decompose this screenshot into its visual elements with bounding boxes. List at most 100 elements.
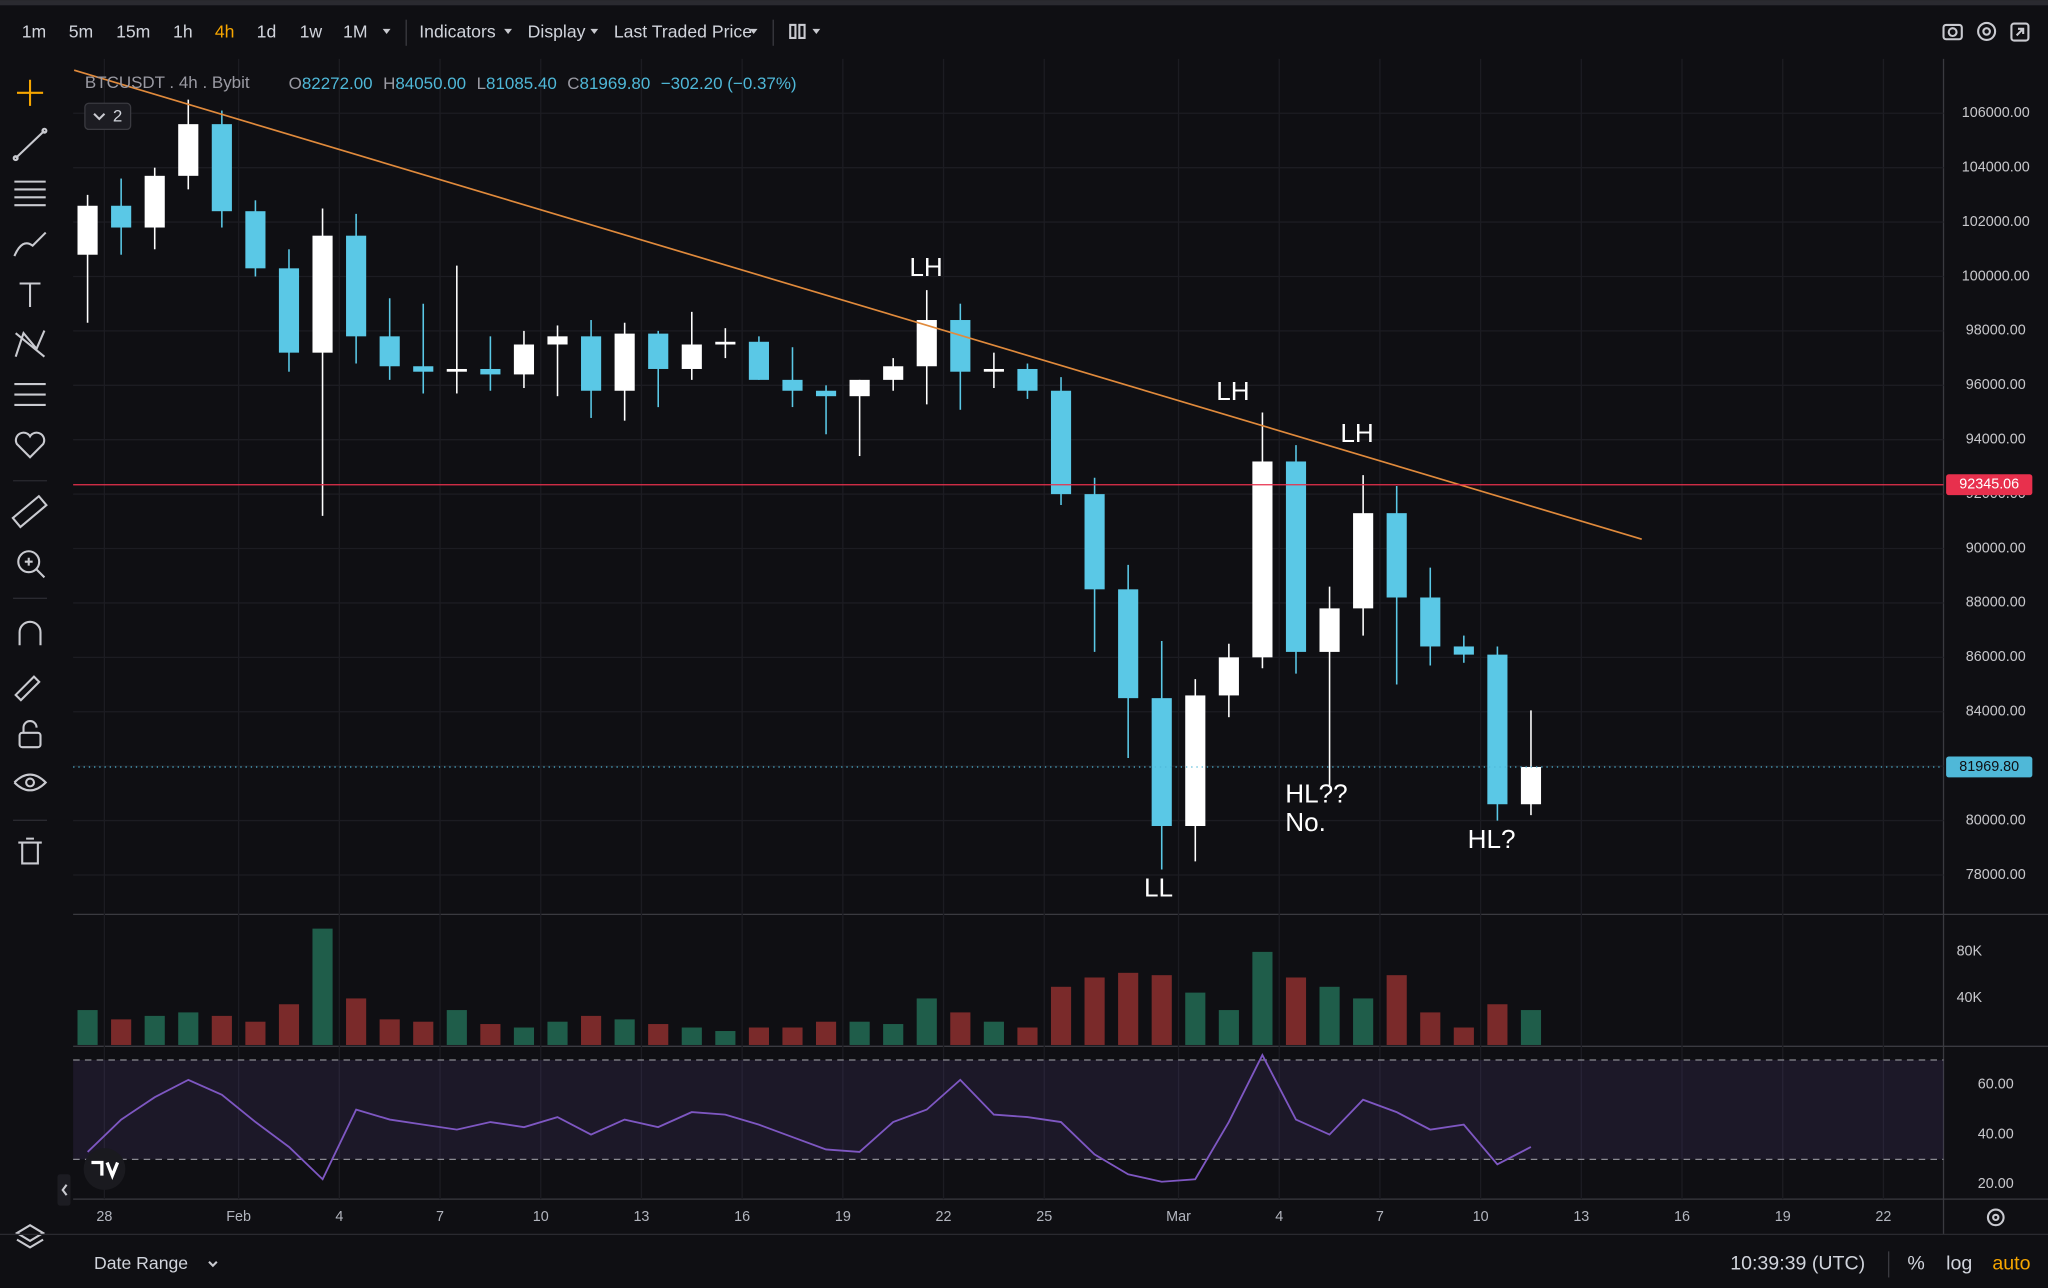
ohlc-value: 81969.80 <box>580 74 651 93</box>
date-range-button[interactable]: Date Range <box>94 1253 188 1273</box>
volume-bar <box>1017 1027 1038 1045</box>
menu[interactable]: Last Traded Price <box>614 21 752 41</box>
volume-bar <box>413 1021 434 1045</box>
crosshair-tool[interactable] <box>16 79 44 106</box>
ohlc-key: C <box>567 74 579 93</box>
dropdown-arrow[interactable] <box>382 28 391 35</box>
candle-body <box>983 368 1004 372</box>
percent-toggle[interactable]: % <box>1907 1253 1924 1275</box>
plot-area: 28 Feb 4 7 10 13 16 19 22 25 Mar 4 7 10 13 16 19 22 78000.… <box>73 58 2033 1225</box>
timeframe[interactable]: 15m <box>116 21 150 41</box>
logo[interactable] <box>83 1148 126 1190</box>
candle-body <box>681 344 702 369</box>
candle-body <box>1386 513 1407 598</box>
timeframe-active[interactable]: 4h <box>215 21 235 41</box>
chevron <box>208 1261 218 1268</box>
x-tick-label: Feb <box>226 1209 251 1225</box>
timeframe[interactable]: 1w <box>300 21 323 41</box>
candle-body <box>715 341 736 345</box>
candle-body <box>815 390 837 397</box>
hide-tool[interactable] <box>13 773 48 792</box>
ohlc-change: −302.20 (−0.37%) <box>661 74 797 93</box>
y-tick-label: 96000.00 <box>1966 377 2026 393</box>
annotation: LH <box>1216 376 1249 406</box>
volume-bar <box>446 1010 467 1045</box>
candle-body <box>413 366 434 372</box>
trendline <box>73 69 1642 541</box>
volume-bar <box>278 1004 300 1045</box>
log-toggle[interactable]: log <box>1946 1253 1972 1275</box>
volume-bar <box>1118 972 1139 1045</box>
volume-bar <box>815 1021 837 1045</box>
x-tick-label: 13 <box>1573 1209 1589 1225</box>
axis-settings[interactable] <box>1986 1208 2005 1227</box>
y-tick-label: 88000.00 <box>1966 595 2026 611</box>
y-tick-label: 60.00 <box>1978 1077 2014 1093</box>
rsi-band <box>73 1060 1944 1160</box>
volume-bar <box>916 998 937 1045</box>
chevron <box>61 1184 68 1196</box>
ohlc-value: 81085.40 <box>486 74 557 93</box>
candle-body <box>547 336 568 345</box>
candle-body <box>1319 608 1340 652</box>
volume-bar <box>1050 986 1072 1045</box>
fib-tool[interactable] <box>14 180 46 207</box>
settings-button[interactable] <box>1977 21 1997 41</box>
volume-bar <box>748 1027 769 1045</box>
x-tick-label: 10 <box>533 1209 549 1225</box>
pattern-tool[interactable] <box>14 330 46 358</box>
stay-drawing-tool[interactable] <box>14 675 41 702</box>
menu[interactable]: Indicators <box>419 21 496 41</box>
auto-toggle[interactable]: auto <box>1992 1253 2030 1275</box>
timeframe[interactable]: 1M <box>343 21 367 41</box>
timeframe[interactable]: 1m <box>22 21 46 41</box>
annotation: HL? <box>1468 824 1516 854</box>
timeframe[interactable]: 5m <box>69 21 93 41</box>
symbol-legend: BTCUSDT . 4h . Bybit <box>85 73 250 92</box>
chart-type-button[interactable] <box>789 23 821 40</box>
top-edge <box>0 0 2048 6</box>
trendline-tool[interactable] <box>12 127 48 162</box>
fullscreen-button[interactable] <box>2010 22 2030 42</box>
ohlc-value: 84050.00 <box>395 74 466 93</box>
y-tick-label: 84000.00 <box>1966 704 2026 720</box>
volume-bar <box>111 1019 132 1045</box>
volume-bar <box>480 1024 501 1045</box>
volume-bar <box>581 1015 602 1045</box>
delete-tool[interactable] <box>18 837 42 865</box>
ohlc-key: L <box>477 74 486 93</box>
candle-body <box>849 379 870 397</box>
x-tick-label: 25 <box>1036 1209 1052 1225</box>
brush-tool[interactable] <box>13 231 47 257</box>
screenshot-button[interactable] <box>1942 23 1963 41</box>
volume-bar <box>983 1021 1004 1045</box>
volume-bar <box>883 1024 904 1045</box>
menu[interactable]: Display <box>528 21 586 41</box>
text-tool[interactable] <box>19 282 41 308</box>
candle-body <box>1353 513 1374 609</box>
favorites-tool[interactable] <box>14 431 46 459</box>
volume-bar <box>245 1021 266 1045</box>
volume-bar <box>715 1031 736 1045</box>
ohlc-legend: O82272.00 H84050.00 L81085.40 C81969.80 −302… <box>289 74 797 93</box>
lock-tool[interactable] <box>18 720 42 749</box>
candle-body <box>111 205 132 228</box>
prediction-tool[interactable] <box>14 383 46 407</box>
measure-tool[interactable] <box>11 494 48 529</box>
x-tick-label: 16 <box>1674 1209 1690 1225</box>
annotation: No. <box>1285 807 1326 837</box>
magnet-tool[interactable] <box>18 620 42 646</box>
x-tick-label: 7 <box>436 1209 444 1225</box>
zoom-tool[interactable] <box>17 550 46 579</box>
layers-button[interactable] <box>14 1224 46 1249</box>
annotation: HL?? <box>1285 778 1347 808</box>
price-label: 92345.06 <box>1959 477 2019 493</box>
x-tick-label: Mar <box>1166 1209 1191 1225</box>
x-tick-label: 10 <box>1473 1209 1489 1225</box>
timeframe[interactable]: 1h <box>173 21 193 41</box>
indicator-toggle[interactable] <box>84 102 132 131</box>
timeframe[interactable]: 1d <box>257 21 277 41</box>
candle-body <box>883 366 904 380</box>
